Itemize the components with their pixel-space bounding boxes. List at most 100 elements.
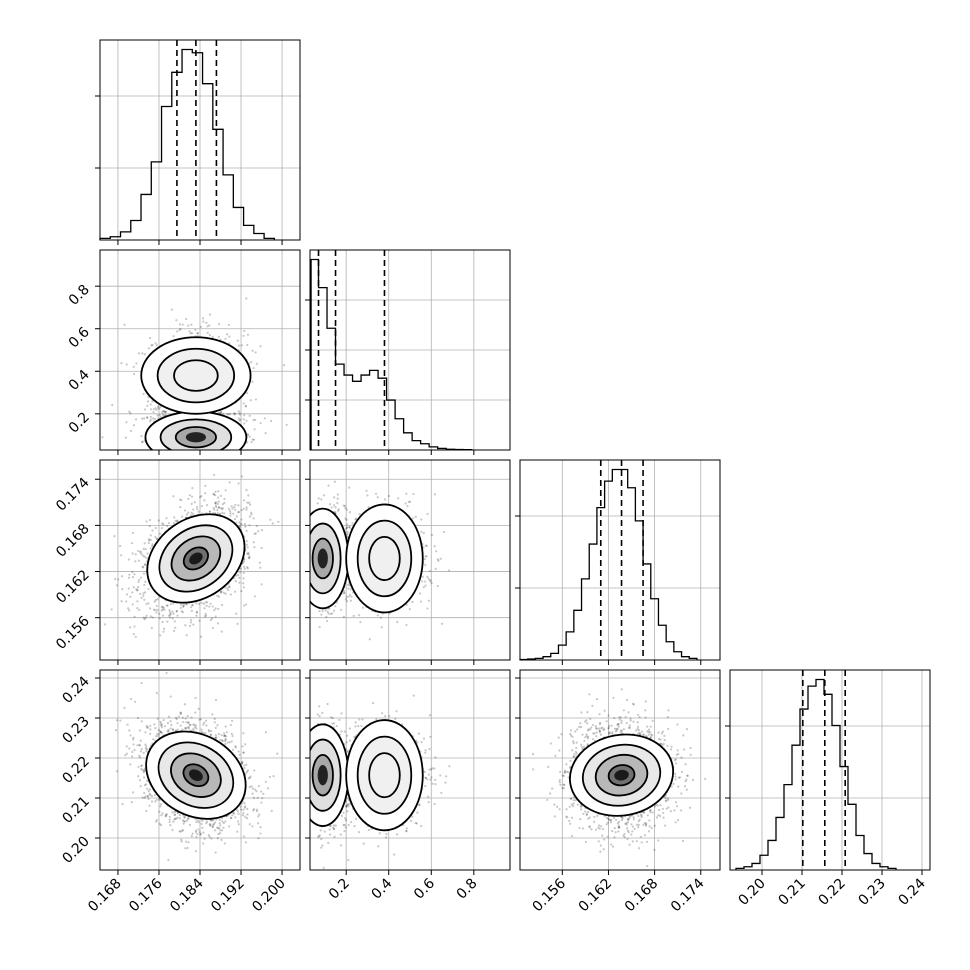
sample-point [120, 362, 123, 365]
sample-point [158, 617, 161, 620]
sample-point [204, 484, 207, 487]
sample-point [141, 440, 144, 443]
sample-point [238, 581, 241, 584]
sample-point [120, 575, 124, 578]
sample-point [144, 548, 147, 551]
sample-point [131, 603, 134, 606]
sample-point [219, 494, 222, 497]
sample-point [252, 438, 256, 441]
sample-point [217, 323, 221, 326]
sample-point [218, 411, 222, 415]
sample-point [238, 576, 241, 579]
sample-point [215, 501, 218, 504]
sample-point [221, 508, 224, 511]
sample-point [127, 587, 130, 590]
sample-point [253, 546, 256, 549]
sample-point [258, 561, 261, 564]
sample-point [163, 608, 166, 611]
y-tick-label: 0.162 [53, 567, 93, 607]
sample-point [234, 590, 237, 593]
sample-point [176, 330, 179, 333]
sample-point [156, 405, 160, 408]
sample-point [226, 333, 229, 336]
sample-point [142, 572, 146, 575]
sample-point [247, 494, 250, 497]
panel-frame [519, 459, 721, 661]
sample-point [136, 600, 139, 603]
sample-point [140, 553, 143, 556]
histogram-panel-p0 [95, 39, 301, 245]
histogram-panel-p2 [515, 459, 721, 665]
sample-point [223, 501, 226, 504]
sample-point [242, 586, 246, 589]
sample-point [234, 508, 237, 511]
sample-point [154, 609, 157, 612]
y-tick-label: 0.6 [66, 324, 93, 351]
sample-point [173, 620, 176, 623]
sample-point [141, 441, 144, 444]
sample-point [223, 497, 226, 501]
sample-point [224, 592, 227, 595]
sample-point [143, 583, 146, 587]
x-tick-label: 0.23 [855, 876, 888, 909]
sample-point [162, 409, 165, 413]
sample-point [252, 419, 255, 422]
sample-point [255, 524, 258, 528]
sample-point [158, 407, 161, 410]
sample-point [192, 623, 195, 626]
sample-point [145, 416, 149, 419]
sample-point [253, 428, 256, 431]
panel-content [103, 473, 280, 638]
sample-point [214, 502, 217, 505]
sample-point [252, 541, 255, 544]
sample-point [190, 511, 193, 514]
sample-point [320, 613, 323, 616]
sample-point [205, 601, 209, 604]
sample-point [189, 621, 192, 624]
sample-point [218, 512, 222, 515]
sample-point [248, 556, 251, 559]
sample-point [242, 560, 246, 563]
sample-point [195, 602, 198, 605]
scatter-panel-p0-p1: 0.20.40.60.8 [66, 249, 301, 455]
sample-point [257, 530, 260, 533]
sample-point [150, 627, 153, 630]
sample-point [189, 618, 193, 622]
sample-point [245, 543, 248, 546]
sample-point [138, 578, 141, 582]
sample-point [238, 510, 241, 514]
sample-point [237, 504, 240, 507]
sample-point [179, 498, 182, 501]
sample-point [127, 576, 131, 579]
sample-point [149, 420, 152, 423]
sample-point [139, 550, 142, 553]
sample-point [190, 495, 194, 498]
sample-point [236, 622, 239, 625]
y-tick-label: 0.4 [66, 367, 93, 394]
sample-point [161, 522, 164, 525]
sample-point [228, 413, 232, 416]
sample-point [209, 618, 212, 622]
sample-point [269, 419, 273, 423]
sample-point [161, 606, 164, 609]
sample-point [203, 499, 206, 502]
sample-point [163, 410, 166, 413]
y-tick-label: 0.156 [53, 613, 93, 653]
sample-point [195, 614, 198, 617]
sample-point [142, 547, 145, 550]
sample-point [157, 406, 160, 410]
sample-point [135, 588, 138, 591]
sample-point [233, 413, 236, 416]
sample-point [174, 519, 177, 522]
sample-point [214, 504, 218, 507]
contour-line [174, 426, 217, 449]
sample-point [346, 523, 349, 526]
sample-point [143, 591, 147, 594]
sample-point [160, 609, 163, 612]
contour-line [182, 546, 209, 571]
sample-point [220, 590, 223, 593]
sample-point [195, 505, 199, 509]
sample-point [131, 591, 134, 594]
sample-point [144, 563, 147, 566]
sample-point [242, 577, 245, 580]
